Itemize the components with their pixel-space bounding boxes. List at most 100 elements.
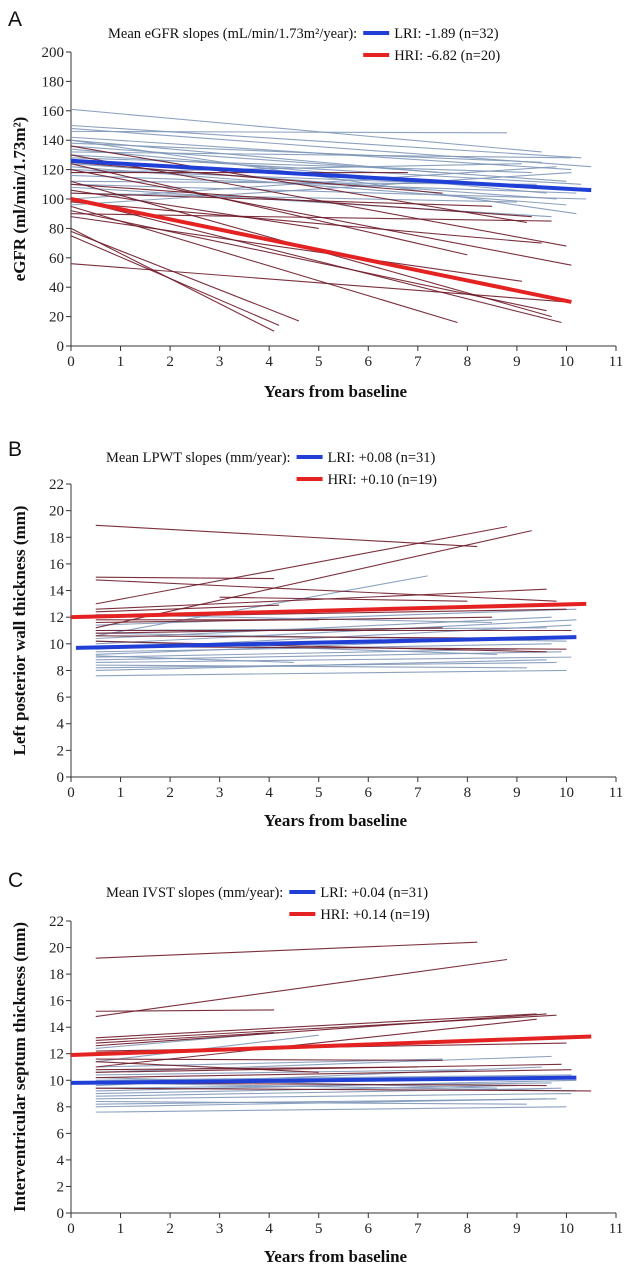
hri-individual-line	[70, 235, 280, 326]
lri-individual-line	[95, 1082, 577, 1092]
hri-individual-line	[95, 1014, 557, 1042]
lri-individual-line	[95, 1106, 567, 1113]
x-tick-label: 3	[216, 1221, 224, 1237]
legend: Mean eGFR slopes (mL/min/1.73m²/year): LR…	[108, 26, 500, 64]
lri-individual-line	[95, 1069, 468, 1076]
hri-individual-line	[219, 596, 468, 602]
x-tick-label: 6	[365, 785, 373, 801]
x-axis-title: Years from baseline	[264, 1247, 408, 1266]
x-tick-label: 5	[315, 785, 323, 801]
lri-mean-line	[70, 1075, 577, 1085]
x-tick-label: 7	[414, 354, 422, 370]
hri-individual-line	[70, 145, 527, 224]
y-tick-label: 6	[57, 1126, 65, 1142]
y-tick-label: 40	[49, 280, 64, 296]
y-tick-label: 180	[42, 74, 65, 90]
hri-individual-line	[95, 627, 443, 634]
x-tick-label: 3	[216, 354, 224, 370]
hri-individual-line	[70, 230, 300, 322]
lri-individual-line	[70, 142, 542, 163]
hri-mean-line	[70, 197, 572, 304]
x-tick-label: 7	[414, 1221, 422, 1237]
hri-individual-line	[95, 1013, 547, 1047]
x-tick-label: 5	[315, 1221, 323, 1237]
lri-individual-line	[70, 183, 587, 200]
lri-individual-line	[70, 139, 438, 174]
lri-mean-line	[70, 158, 592, 193]
lri-individual-line	[70, 130, 508, 134]
x-tick-label: 5	[315, 354, 323, 370]
hri-individual-line	[95, 604, 280, 613]
x-tick-label: 2	[166, 354, 174, 370]
y-tick-label: 10	[49, 637, 64, 653]
hri-individual-line	[70, 201, 542, 244]
legend: Mean IVST slopes (mm/year): LRI: +0.04 (n…	[106, 885, 430, 923]
panel-letter: C	[8, 869, 23, 892]
lri-legend-label: LRI: +0.08 (n=31)	[328, 450, 436, 466]
y-axis-title: Left posterior wall thickness (mm)	[10, 506, 29, 756]
legend-title: Mean eGFR slopes (mL/min/1.73m²/year):	[108, 26, 357, 42]
y-tick-label: 0	[57, 770, 65, 786]
x-tick-label: 10	[559, 354, 574, 370]
x-tick-label: 0	[67, 785, 75, 801]
lri-individual-line	[70, 148, 547, 194]
lri-individual-line	[95, 619, 577, 645]
hri-individual-line	[70, 210, 547, 312]
y-tick-label: 18	[49, 530, 64, 546]
lri-individual-line	[95, 608, 577, 626]
hri-individual-line	[70, 161, 443, 194]
x-tick-label: 1	[117, 785, 125, 801]
lri-legend-label: LRI: +0.04 (n=31)	[320, 885, 428, 901]
x-tick-label: 2	[166, 785, 174, 801]
hri-individual-line	[95, 579, 557, 602]
hri-individual-line	[95, 1058, 443, 1061]
x-axis-title: Years from baseline	[264, 811, 408, 830]
x-tick-label: 9	[513, 785, 521, 801]
lri-individual-line	[70, 124, 582, 159]
y-axis-title: Interventricular septum thickness (mm)	[10, 922, 29, 1212]
lri-individual-line	[95, 648, 517, 658]
y-tick-label: 4	[57, 1153, 65, 1169]
hri-individual-line	[95, 958, 508, 1018]
individual-lines	[70, 108, 592, 332]
y-tick-label: 14	[49, 584, 65, 600]
y-tick-label: 18	[49, 967, 64, 983]
lri-individual-line	[70, 145, 567, 182]
hri-mean-line	[70, 601, 587, 620]
hri-individual-line	[70, 263, 567, 303]
panel-letter: A	[8, 8, 22, 31]
legend-title: Mean IVST slopes (mm/year):	[106, 885, 283, 901]
x-tick-label: 11	[609, 785, 623, 801]
y-tick-label: 0	[57, 1206, 65, 1222]
hri-individual-line	[70, 189, 319, 229]
lri-individual-line	[95, 1082, 552, 1089]
hri-legend-label: HRI: -6.82 (n=20)	[394, 48, 500, 64]
hri-individual-line	[95, 1061, 319, 1073]
hri-individual-line	[70, 198, 562, 324]
x-tick-label: 4	[265, 1221, 273, 1237]
x-tick-label: 9	[513, 1221, 521, 1237]
hri-individual-line	[95, 576, 275, 580]
hri-individual-line	[70, 205, 458, 324]
hri-legend-label: HRI: +0.14 (n=19)	[320, 907, 430, 923]
y-tick-label: 120	[42, 163, 65, 179]
hri-individual-line	[95, 1066, 418, 1071]
lri-individual-line	[95, 1092, 572, 1100]
legend-title: Mean LPWT slopes (mm/year):	[106, 450, 291, 466]
hri-individual-line	[95, 1009, 275, 1012]
x-tick-label: 11	[609, 1221, 623, 1237]
lri-legend-label: LRI: -1.89 (n=32)	[394, 26, 499, 42]
x-tick-label: 8	[464, 1221, 472, 1237]
y-tick-label: 10	[49, 1073, 64, 1089]
lri-mean-line	[75, 635, 577, 650]
lri-individual-line	[95, 664, 527, 669]
lri-individual-line	[70, 174, 577, 194]
x-tick-label: 2	[166, 1221, 174, 1237]
x-tick-label: 1	[117, 354, 125, 370]
panel-a-egfr-chart: A 0 20 40 60 80 100 120 140 160 180 200 0 1 2 3 4 5 6 7 8 9 10…	[8, 8, 623, 401]
lri-individual-line	[70, 151, 572, 159]
hri-individual-line	[95, 941, 478, 959]
lri-individual-line	[70, 186, 552, 218]
